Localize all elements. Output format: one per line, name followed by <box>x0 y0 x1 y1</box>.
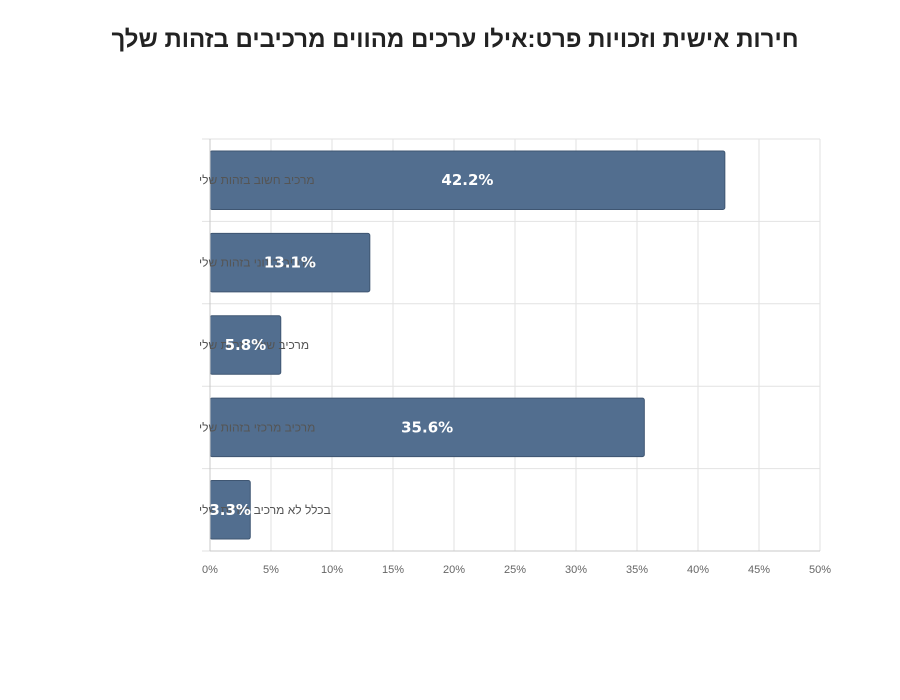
data-label: 3.3% <box>209 501 251 519</box>
category-label: מרכיב בינוני בזהות שלי <box>199 256 314 270</box>
x-tick-label: 25% <box>504 564 526 576</box>
data-label: 5.8% <box>225 336 267 354</box>
x-tick-label: 30% <box>565 564 587 576</box>
category-label: מרכיב חשוב בזהות שלי <box>199 173 315 187</box>
x-tick-label: 35% <box>626 564 648 576</box>
labels: 0% 5% 10% 15% 20% 25% 30% 35% 40% 45% 50% מרכיב חשו… <box>199 171 831 576</box>
category-label: בכלל לא מרכיב בזהות שלי <box>199 503 331 517</box>
x-tick-label: 5% <box>263 564 279 576</box>
x-tick-label: 15% <box>382 564 404 576</box>
axes <box>209 139 820 552</box>
data-label: 13.1% <box>264 254 316 272</box>
bars <box>209 150 726 540</box>
chart-title: חירות אישית וזכויות פרט:אילו ערכים מהווי… <box>111 26 799 53</box>
x-tick-label: 10% <box>321 564 343 576</box>
x-tick-label: 45% <box>748 564 770 576</box>
x-tick-label: 0% <box>202 564 218 576</box>
category-label: מרכיב מרכזי בזהות שלי <box>199 420 315 434</box>
x-tick-label: 40% <box>687 564 709 576</box>
data-label: 42.2% <box>441 171 493 189</box>
x-tick-label: 20% <box>443 564 465 576</box>
data-label: 35.6% <box>401 418 453 436</box>
category-label: מרכיב שולי בזהות שלי <box>199 338 309 352</box>
x-tick-label: 50% <box>809 564 831 576</box>
